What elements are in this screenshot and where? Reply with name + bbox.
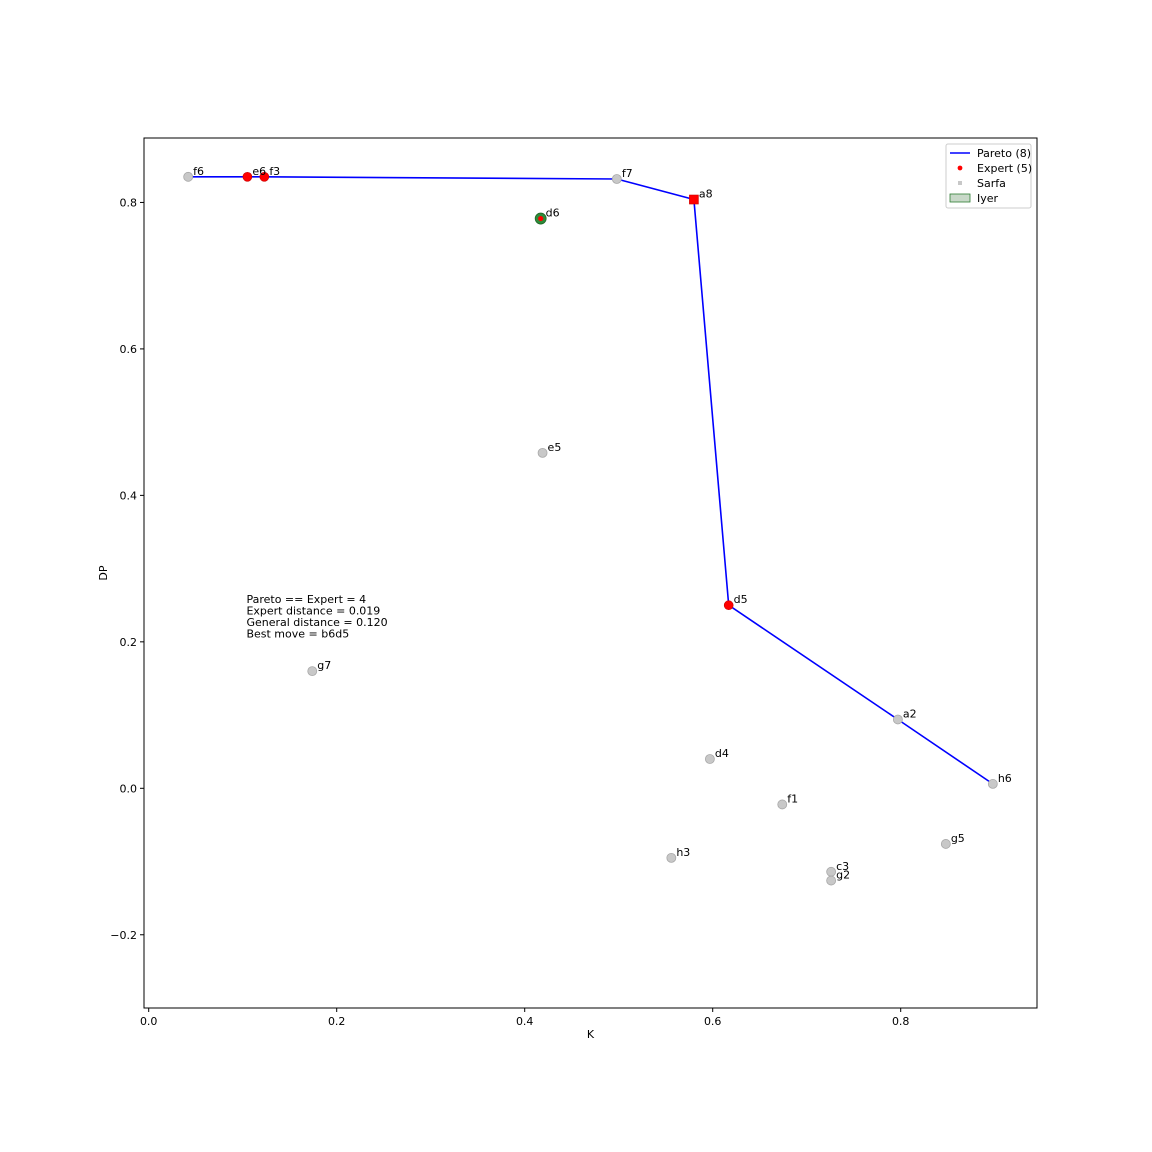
point-label-f7: f7 (622, 167, 633, 180)
legend-label-1: Pareto (8) (977, 147, 1031, 160)
legend-box (945, 143, 1032, 209)
y-tick-label-0.2: 0.2 (120, 636, 138, 649)
axes-layer: 0.0 0.2 0.4 0.6 0.8 −0.2 0.0 0.2 0.4 0.6 0.8 K DP (97, 137, 1038, 1041)
legend-swatch-iyer (949, 193, 971, 203)
point-label-a2: a2 (903, 707, 917, 720)
point-label-e5: e5 (548, 441, 562, 454)
plot-area (144, 138, 1037, 1008)
point-f3 (259, 172, 270, 182)
point-h6 (987, 779, 998, 789)
point-label-e6: e6 (252, 165, 266, 178)
point-label-d4: d4 (715, 747, 729, 760)
point-f1 (777, 799, 788, 810)
point-label-h3: h3 (676, 846, 690, 859)
point-label-f6: f6 (193, 165, 204, 178)
y-tick-label-0.6: 0.6 (120, 343, 138, 356)
y-tick-label-0: 0.0 (120, 782, 138, 795)
annotation-line-4: Best move = b6d5 (246, 628, 349, 641)
point-label-g5: g5 (951, 832, 965, 845)
legend-swatch-expert (957, 165, 963, 171)
point-label-f3: f3 (269, 165, 280, 178)
x-tick-label-0.4: 0.4 (516, 1015, 534, 1028)
legend-label-4: Iyer (977, 192, 999, 205)
point-label-g7: g7 (317, 659, 331, 672)
axes-frame (143, 137, 1038, 1009)
point-label-c3: c3 (836, 860, 849, 873)
x-tick-label-0.6: 0.6 (704, 1015, 722, 1028)
y-axis-label: DP (97, 565, 110, 580)
point-h3 (666, 852, 677, 863)
points-layer (183, 171, 998, 886)
point-d6 (538, 215, 544, 222)
point-g7 (307, 666, 318, 677)
legend: Pareto (8) Expert (5) Sarfa Iyer (945, 143, 1032, 209)
x-axis-label: K (587, 1028, 595, 1041)
legend-label-2: Expert (5) (977, 162, 1032, 175)
point-f7 (611, 174, 622, 184)
point-label-h6: h6 (998, 772, 1012, 785)
annotation-line-2: Expert distance = 0.019 (246, 605, 380, 618)
point-g2 (826, 875, 837, 886)
y-tick-label-0.8: 0.8 (120, 196, 138, 209)
point-label-f1: f1 (787, 792, 798, 805)
point-label-a8: a8 (699, 188, 713, 201)
annotation-line-3: General distance = 0.120 (246, 616, 387, 629)
point-a8 (689, 194, 699, 205)
point-g5 (940, 839, 951, 849)
annotation-line-1: Pareto == Expert = 4 (246, 593, 366, 606)
legend-label-3: Sarfa (977, 177, 1006, 190)
x-tick-label-0.2: 0.2 (328, 1015, 346, 1028)
point-d5 (723, 600, 734, 611)
point-a2 (892, 714, 903, 725)
point-label-d6: d6 (546, 207, 560, 220)
point-e5 (537, 447, 548, 458)
point-c3 (826, 866, 837, 877)
x-tick-label-0.8: 0.8 (892, 1015, 910, 1028)
y-tick-label--0.2: −0.2 (110, 929, 137, 942)
point-label-d5: d5 (734, 593, 748, 606)
legend-swatch-sarfa (958, 181, 962, 185)
point-label-g2: g2 (836, 869, 850, 882)
point-e6 (242, 172, 253, 182)
plot-background (144, 138, 1037, 1008)
x-tick-label-0.0: 0.0 (140, 1015, 158, 1028)
y-tick-label-0.4: 0.4 (120, 489, 138, 502)
point-f6 (183, 171, 194, 182)
point-d4 (704, 754, 715, 764)
